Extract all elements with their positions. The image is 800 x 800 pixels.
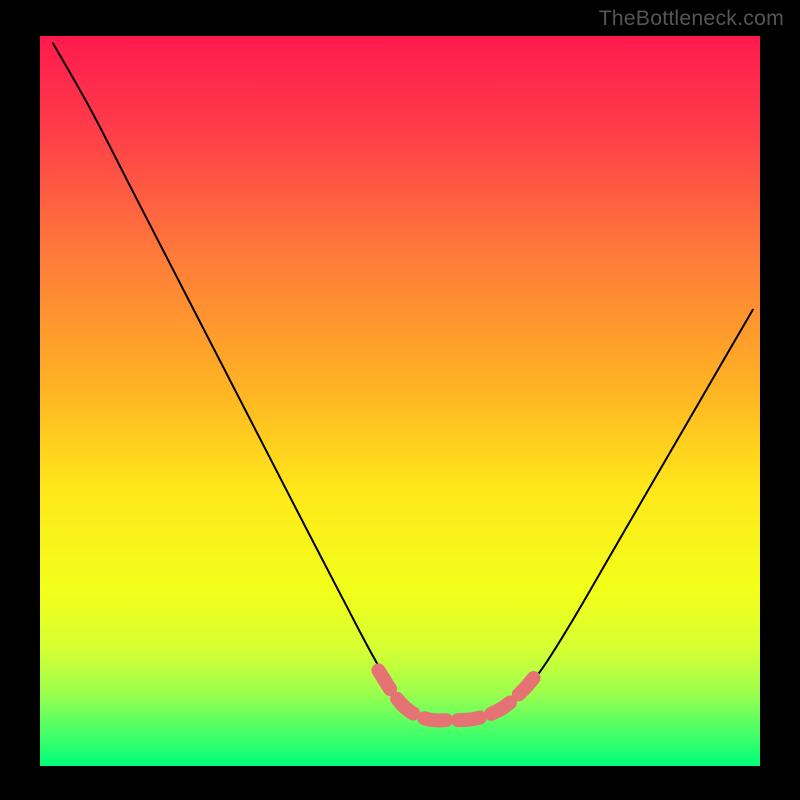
watermark-text: TheBottleneck.com: [599, 6, 784, 31]
bottleneck-curve: [53, 43, 753, 720]
flat-segment-highlight: [378, 670, 540, 721]
chart-plot-area: [40, 36, 760, 766]
chart-svg: [40, 36, 760, 766]
